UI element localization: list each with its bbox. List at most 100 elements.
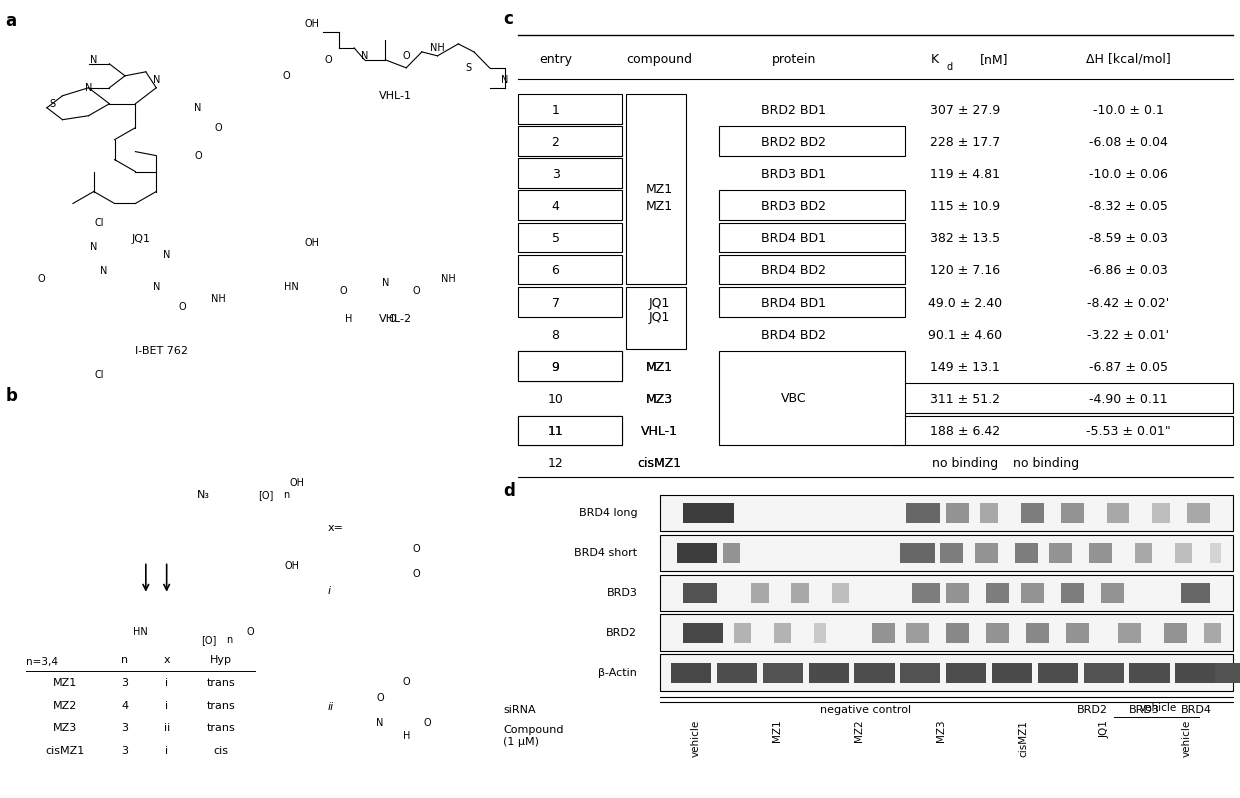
Text: NH: NH	[440, 275, 455, 284]
Text: OH: OH	[289, 478, 304, 488]
Text: JQ1: JQ1	[649, 297, 671, 310]
Bar	[890, 416, 1233, 445]
Bar	[1090, 543, 1112, 563]
Bar	[518, 287, 622, 317]
Text: compound: compound	[626, 53, 693, 66]
Text: NH: NH	[211, 294, 226, 304]
Bar	[677, 543, 717, 563]
Text: 8: 8	[552, 329, 559, 342]
Bar	[774, 622, 791, 643]
Bar	[518, 191, 622, 220]
Bar	[832, 583, 848, 603]
Bar	[660, 575, 1233, 611]
Text: O: O	[423, 718, 430, 729]
Text: O: O	[413, 544, 420, 554]
Text: -5.53 ± 0.01": -5.53 ± 0.01"	[1086, 425, 1171, 438]
Text: Cl: Cl	[94, 219, 104, 228]
Text: O: O	[325, 55, 332, 65]
Text: O: O	[340, 286, 347, 296]
Text: MZ3: MZ3	[936, 720, 946, 742]
Bar	[1014, 543, 1038, 563]
Text: VHL-1: VHL-1	[379, 91, 413, 101]
Text: 119 ± 4.81: 119 ± 4.81	[930, 168, 999, 181]
Text: 311 ± 51.2: 311 ± 51.2	[930, 393, 999, 406]
Bar	[717, 662, 758, 683]
Bar	[946, 662, 986, 683]
Text: ΔH [kcal/mol]: ΔH [kcal/mol]	[1086, 53, 1171, 66]
Text: n: n	[283, 490, 290, 500]
Bar	[682, 503, 734, 523]
Bar	[1084, 662, 1123, 683]
Text: 3: 3	[122, 678, 129, 688]
Text: 11: 11	[548, 425, 563, 438]
Text: 149 ± 13.1: 149 ± 13.1	[930, 361, 999, 373]
Text: O: O	[377, 693, 384, 703]
Text: β-Actin: β-Actin	[599, 668, 637, 678]
Text: O: O	[403, 677, 410, 687]
Text: MZ1: MZ1	[646, 361, 673, 373]
Text: BRD3 BD2: BRD3 BD2	[761, 200, 826, 213]
Text: negative control: negative control	[821, 705, 911, 715]
Bar	[940, 543, 963, 563]
Text: 49.0 ± 2.40: 49.0 ± 2.40	[928, 297, 1002, 310]
Text: x=: x=	[329, 523, 345, 533]
Bar	[981, 503, 998, 523]
Text: siRNA: siRNA	[503, 705, 536, 715]
Bar	[763, 662, 804, 683]
Bar	[815, 622, 826, 643]
Text: N: N	[195, 103, 202, 113]
Text: 6: 6	[552, 264, 559, 278]
Text: trans: trans	[207, 724, 236, 733]
Text: i: i	[329, 586, 331, 595]
Bar	[626, 287, 686, 349]
Text: BRD2 BD2: BRD2 BD2	[761, 136, 826, 148]
Text: S: S	[466, 63, 471, 73]
Text: 9: 9	[552, 361, 559, 373]
Text: BRD4 BD1: BRD4 BD1	[761, 232, 826, 245]
Text: 7: 7	[552, 297, 559, 310]
Text: O: O	[403, 51, 410, 61]
Bar	[906, 503, 940, 523]
Text: OH: OH	[284, 561, 299, 571]
Bar	[660, 654, 1233, 691]
Text: VHL-2: VHL-2	[379, 314, 413, 324]
Text: 3: 3	[552, 168, 559, 181]
Bar	[946, 622, 968, 643]
Bar	[900, 662, 940, 683]
Bar	[1130, 662, 1169, 683]
Text: 3: 3	[122, 746, 129, 757]
Bar	[992, 662, 1032, 683]
Bar	[751, 583, 769, 603]
Bar	[1060, 503, 1084, 523]
Bar	[900, 543, 935, 563]
Bar	[1180, 583, 1210, 603]
Text: N: N	[501, 75, 508, 85]
Text: MZ1: MZ1	[646, 361, 673, 373]
Text: OH: OH	[305, 239, 320, 248]
Text: O: O	[195, 151, 202, 160]
Bar	[1187, 503, 1210, 523]
Text: O: O	[413, 569, 420, 579]
Text: HN: HN	[133, 627, 148, 637]
Text: 2: 2	[552, 136, 559, 148]
Bar	[1060, 583, 1084, 603]
Text: ii: ii	[164, 724, 170, 733]
Text: -8.59 ± 0.03: -8.59 ± 0.03	[1089, 232, 1168, 245]
Bar	[906, 622, 929, 643]
Bar	[719, 287, 905, 317]
Text: -8.32 ± 0.05: -8.32 ± 0.05	[1089, 200, 1168, 213]
Text: BRD2: BRD2	[1078, 705, 1109, 715]
Text: N: N	[382, 279, 389, 288]
Text: trans: trans	[207, 678, 236, 688]
Text: Compound
(1 μM): Compound (1 μM)	[503, 725, 564, 747]
Text: entry: entry	[539, 53, 572, 66]
Bar	[518, 351, 622, 381]
Text: cis: cis	[213, 746, 229, 757]
Text: -4.90 ± 0.11: -4.90 ± 0.11	[1089, 393, 1168, 406]
Text: -6.86 ± 0.03: -6.86 ± 0.03	[1089, 264, 1168, 278]
Text: [O]: [O]	[258, 490, 273, 500]
Text: 1: 1	[552, 104, 559, 117]
Text: O: O	[179, 302, 186, 312]
Text: OH: OH	[305, 19, 320, 29]
Text: MZ1: MZ1	[646, 200, 673, 213]
